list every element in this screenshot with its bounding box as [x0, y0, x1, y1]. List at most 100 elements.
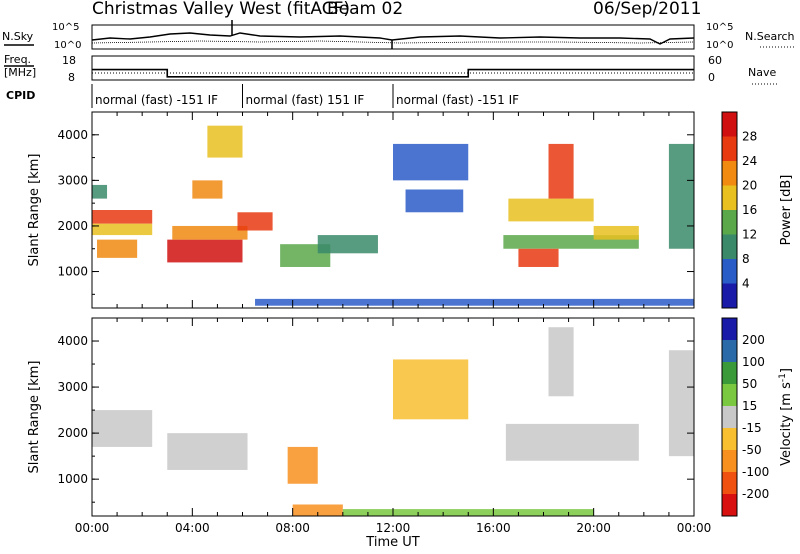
- nave-tick-low: 0: [708, 71, 715, 84]
- colorbar-swatch: [722, 472, 737, 494]
- velocity-panel: 1000 2000 3000 4000 Slant Range [km] -200 -100…: [27, 317, 794, 550]
- scatter-region: [548, 143, 574, 199]
- colorbar-tick-label: 20: [742, 179, 757, 193]
- scatter-region: [207, 125, 243, 158]
- scatter-region: [593, 225, 639, 240]
- figure-title: Christmas Valley West (fitACF): [92, 0, 350, 19]
- date-label: 06/Sep/2011: [593, 0, 701, 19]
- scatter-region: [292, 504, 343, 516]
- colorbar-swatch: [722, 283, 737, 308]
- cpid-segment-label: normal (fast) -151 IF: [396, 93, 519, 107]
- scatter-region: [92, 410, 153, 447]
- y-tick-label: 4000: [57, 128, 88, 142]
- power-panel: 1000 2000 3000 4000 Slant Range [km] 4 8 12 16 20…: [27, 111, 794, 309]
- freq-label: Freq.: [4, 53, 31, 66]
- freq-tick-high: 18: [62, 54, 76, 67]
- scatter-region: [317, 235, 378, 254]
- colorbar-swatch: [722, 136, 737, 161]
- colorbar-tick-label: 16: [742, 203, 757, 217]
- scatter-region: [192, 180, 223, 199]
- x-tick-label: 16:00: [476, 521, 511, 535]
- y-tick-label: 2000: [57, 219, 88, 233]
- y-axis-label: Slant Range [km]: [27, 361, 42, 474]
- freq-step-line: [92, 68, 694, 78]
- nsky-label: N.Sky: [2, 30, 34, 43]
- x-tick-label: 12:00: [376, 521, 411, 535]
- colorbar-tick-label: 24: [742, 154, 757, 168]
- colorbar-tick-label: -100: [742, 465, 769, 479]
- scatter-region: [172, 225, 248, 240]
- scatter-region: [92, 184, 108, 199]
- colorbar-swatch: [722, 362, 737, 384]
- y-tick-label: 1000: [57, 265, 88, 279]
- x-tick-label: 08:00: [275, 521, 310, 535]
- scatter-region: [508, 198, 594, 222]
- colorbar-swatch: [722, 234, 737, 259]
- scatter-region: [393, 359, 469, 420]
- colorbar-tick-label: -15: [742, 421, 762, 435]
- colorbar-tick-label: 12: [742, 228, 757, 242]
- y-tick-label: 1000: [57, 472, 88, 486]
- colorbar-tick-label: 28: [742, 130, 757, 144]
- colorbar-swatch: [722, 185, 737, 210]
- cpid-segment-label: normal (fast) -151 IF: [95, 93, 218, 107]
- nsearch-label: N.Search: [745, 30, 795, 43]
- colorbar-swatch: [722, 384, 737, 406]
- colorbar-tick-label: 50: [742, 377, 757, 391]
- colorbar-swatch: [722, 428, 737, 450]
- y-tick-label: 4000: [57, 334, 88, 348]
- colorbar-tick-label: -50: [742, 443, 762, 457]
- colorbar-label: Velocity [m s-1]: [778, 368, 794, 466]
- scatter-region: [237, 212, 273, 231]
- y-tick-label: 3000: [57, 173, 88, 187]
- colorbar-swatch: [722, 318, 737, 340]
- colorbar-frame: [721, 111, 738, 309]
- colorbar-label: Power [dB]: [779, 175, 794, 246]
- colorbar-swatch: [722, 259, 737, 284]
- x-tick-label: 00:00: [677, 521, 712, 535]
- cpid-segment-label: normal (fast) 151 IF: [246, 93, 365, 107]
- scatter-region: [548, 327, 574, 397]
- nsearch-tick-low: 10^0: [706, 40, 733, 51]
- nsky-tick-high: 10^5: [52, 22, 79, 33]
- colorbar-swatch: [722, 450, 737, 472]
- scatter-region: [92, 223, 153, 236]
- freq-panel: [91, 55, 695, 81]
- y-axis-label: Slant Range [km]: [27, 154, 42, 267]
- colorbar-tick-label: 100: [742, 355, 765, 369]
- x-axis-label: Time UT: [365, 535, 419, 550]
- x-tick-label: 04:00: [175, 521, 210, 535]
- cpid-row: normal (fast) -151 IF normal (fast) 151 I…: [91, 84, 519, 108]
- colorbar-swatch: [722, 161, 737, 186]
- scatter-region: [97, 239, 138, 258]
- scatter-region: [405, 189, 464, 213]
- nsky-tick-low: 10^0: [54, 40, 81, 51]
- scatter-region: [167, 433, 248, 470]
- colorbar-tick-label: 4: [742, 277, 750, 291]
- x-tick-label: 00:00: [75, 521, 110, 535]
- colorbar-swatch: [722, 112, 737, 137]
- nave-label: Nave: [748, 66, 776, 79]
- freq-unit: [MHz]: [4, 66, 36, 79]
- nsearch-tick-high: 10^5: [706, 22, 733, 33]
- scatter-region: [92, 210, 153, 224]
- nsearch-trace: [91, 40, 695, 44]
- scatter-region: [287, 446, 318, 484]
- scatter-region: [518, 248, 559, 267]
- colorbar-swatch: [722, 210, 737, 235]
- colorbar-tick-label: 15: [742, 399, 757, 413]
- colorbar-swatch: [722, 340, 737, 362]
- plot-frame: [91, 111, 695, 309]
- colorbar-tick-label: 200: [742, 333, 765, 347]
- colorbar-frame: [721, 317, 738, 517]
- y-tick-label: 2000: [57, 426, 88, 440]
- nsky-panel: [91, 24, 695, 50]
- freq-tick-low: 8: [68, 71, 75, 84]
- scatter-region: [393, 143, 469, 181]
- scatter-region: [255, 298, 694, 306]
- scatter-region: [167, 239, 243, 263]
- colorbar-swatch: [722, 494, 737, 516]
- cpid-label: CPID: [6, 89, 35, 102]
- x-tick-label: 20:00: [576, 521, 611, 535]
